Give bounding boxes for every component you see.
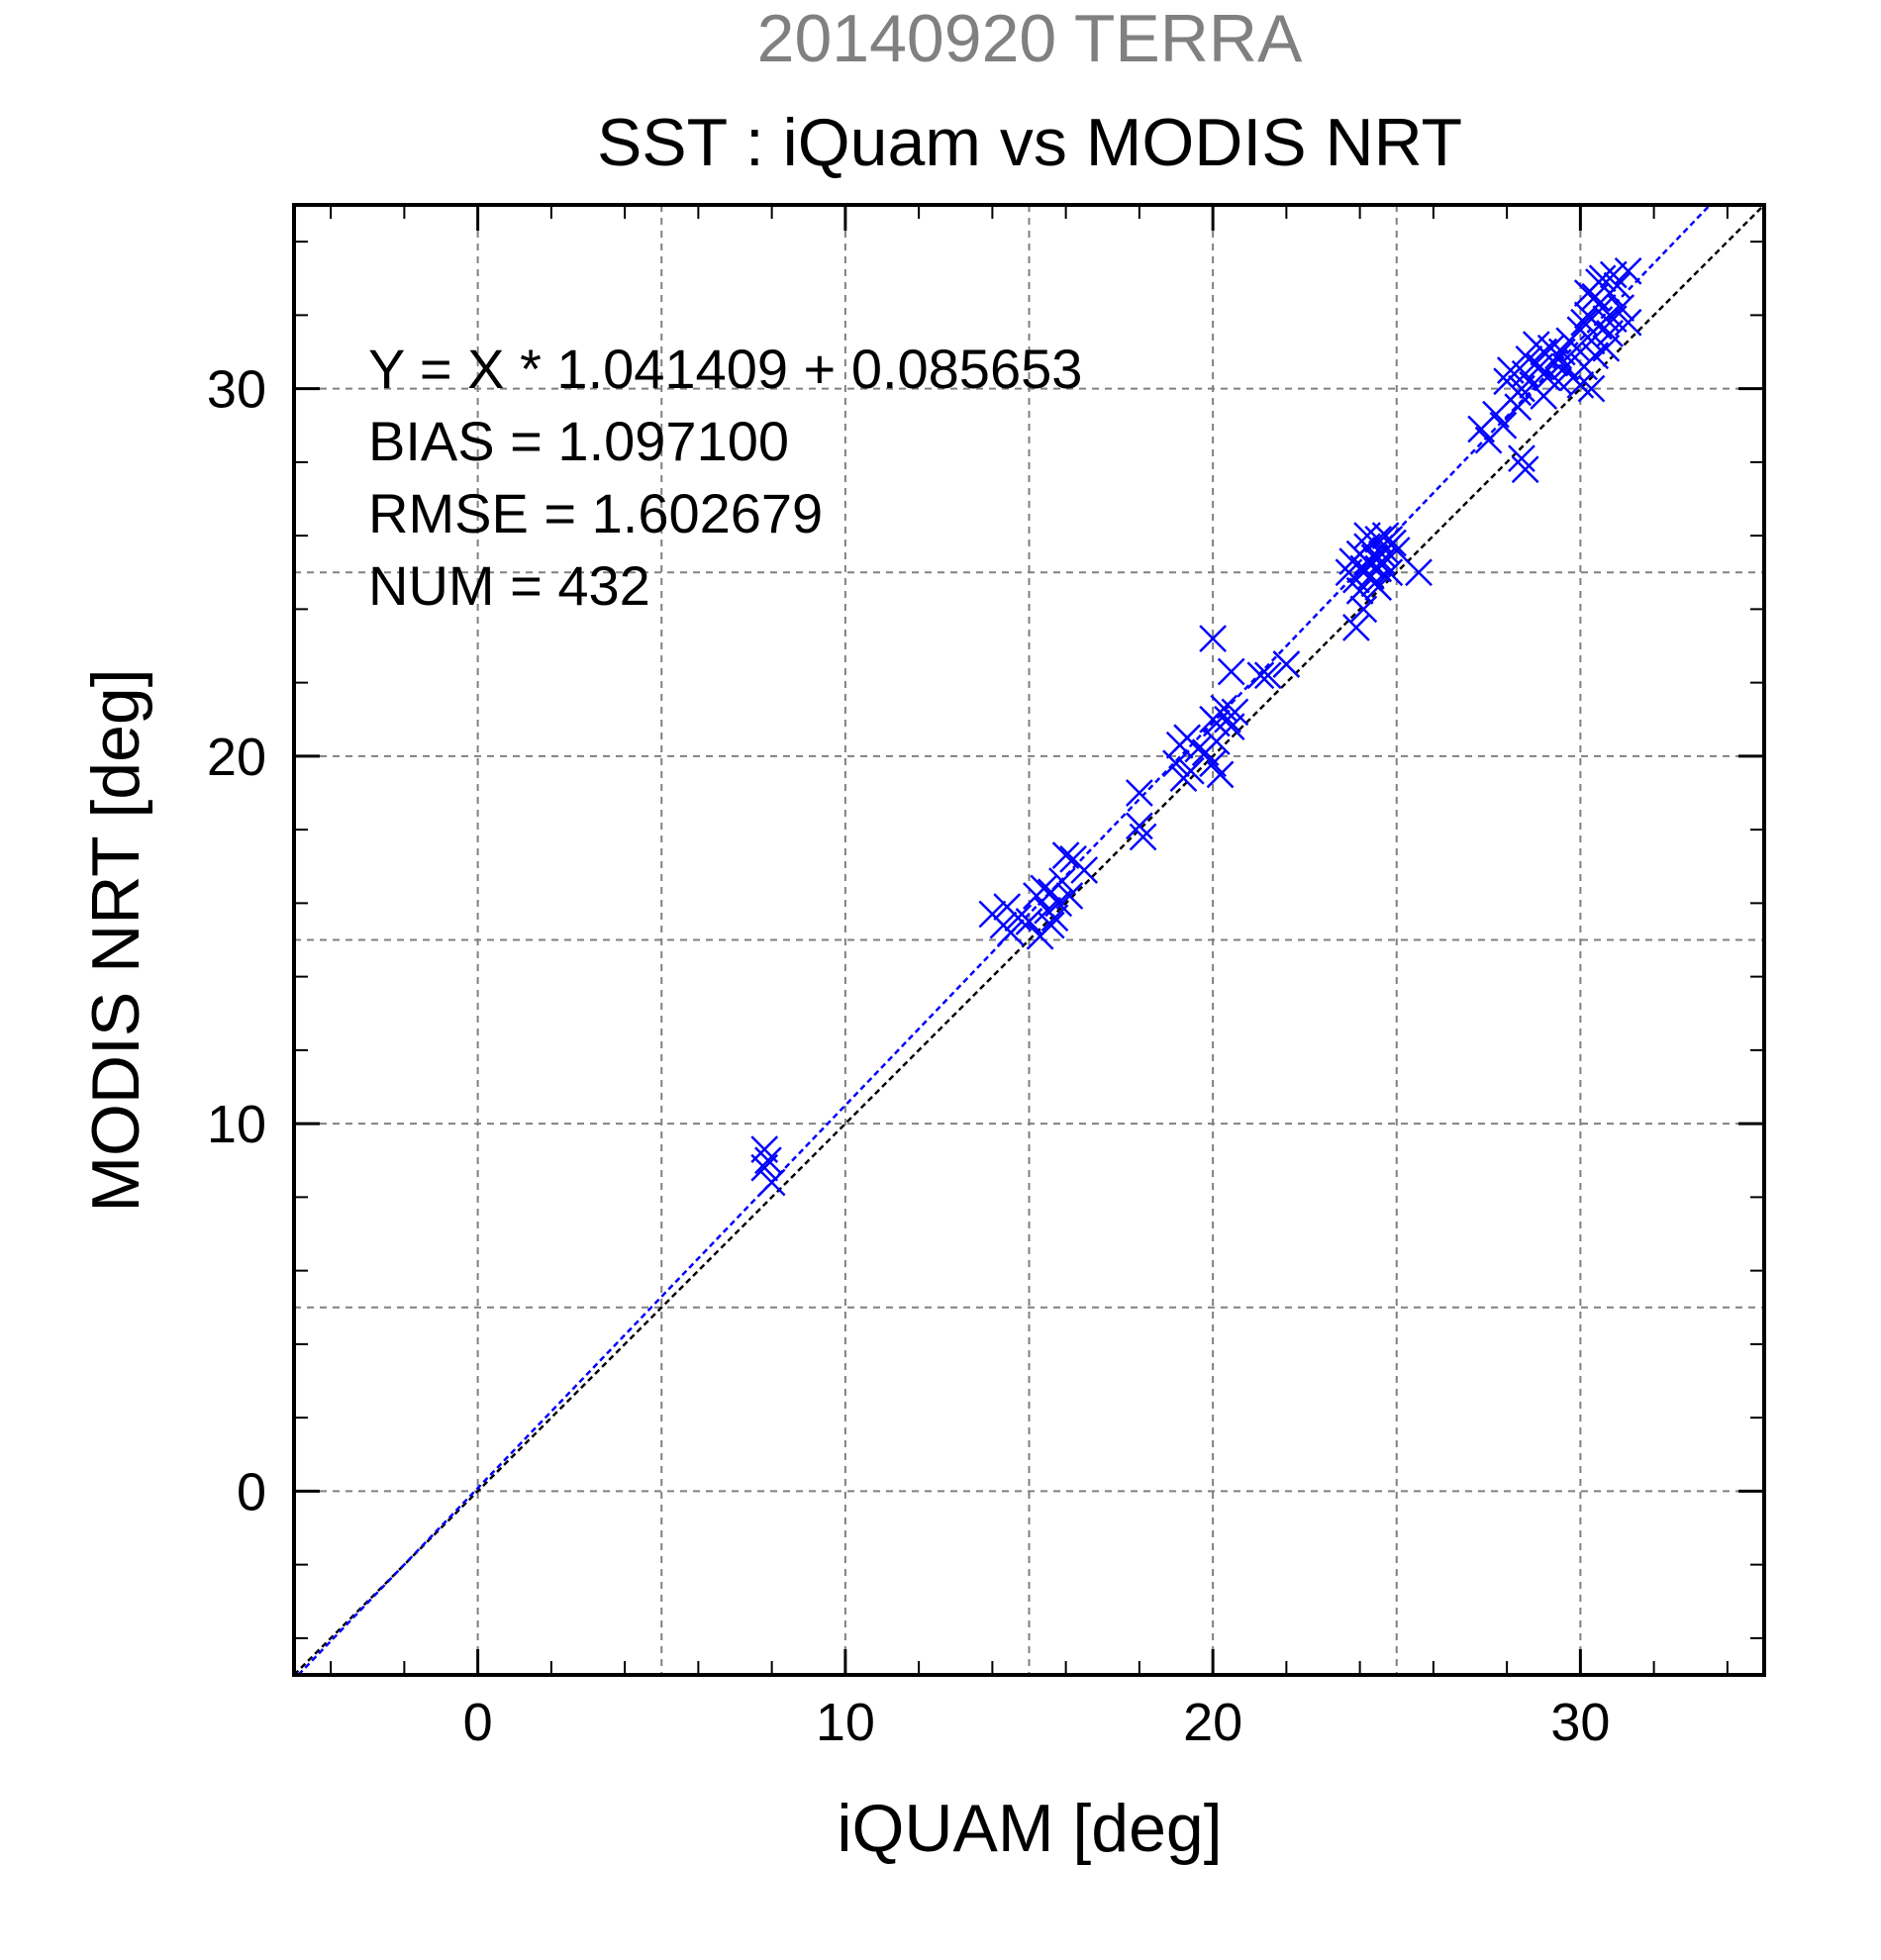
x-axis-label: iQUAM [deg] bbox=[837, 1791, 1222, 1866]
y-tick-label: 0 bbox=[237, 1462, 266, 1521]
data-point bbox=[1508, 444, 1535, 473]
data-point bbox=[1040, 904, 1069, 932]
y-tick-label: 30 bbox=[207, 360, 266, 420]
data-point bbox=[1199, 625, 1228, 652]
data-point bbox=[1037, 911, 1065, 939]
data-point bbox=[1345, 576, 1374, 605]
grid-lines bbox=[294, 205, 1764, 1675]
data-point bbox=[1246, 661, 1275, 690]
data-point bbox=[1375, 525, 1404, 553]
identity-line bbox=[293, 204, 1765, 1676]
data-point bbox=[997, 919, 1025, 946]
data-point bbox=[1588, 264, 1617, 293]
data-point bbox=[1375, 558, 1404, 587]
data-point bbox=[1210, 694, 1238, 723]
data-point bbox=[1169, 764, 1198, 793]
data-point bbox=[1534, 363, 1561, 392]
x-tick-label: 30 bbox=[1550, 1693, 1610, 1752]
data-point bbox=[1125, 779, 1153, 807]
data-points bbox=[750, 256, 1642, 1197]
data-point bbox=[1504, 393, 1533, 422]
data-point bbox=[1614, 256, 1642, 285]
data-point bbox=[1562, 334, 1591, 362]
data-point bbox=[1592, 305, 1621, 333]
data-point bbox=[1511, 455, 1539, 484]
data-point bbox=[1129, 823, 1157, 851]
data-point bbox=[1489, 411, 1518, 440]
data-point bbox=[1544, 367, 1572, 396]
y-axis-label: MODIS NRT [deg] bbox=[78, 668, 153, 1212]
x-tick-label: 20 bbox=[1183, 1693, 1242, 1752]
data-point bbox=[1070, 856, 1099, 884]
data-point bbox=[1364, 554, 1393, 583]
stats-equation: Y = X * 1.041409 + 0.085653 bbox=[368, 338, 1082, 400]
data-point bbox=[1253, 661, 1282, 690]
tick-labels: 0 10 20 30 0 10 20 30 bbox=[207, 360, 1610, 1752]
data-point bbox=[1349, 595, 1378, 624]
data-point bbox=[993, 893, 1022, 921]
date-title: 20140920 TERRA bbox=[757, 1, 1303, 76]
data-point bbox=[1051, 841, 1080, 869]
data-point bbox=[754, 1146, 782, 1175]
chart-title: SST : iQuam vs MODIS NRT bbox=[597, 105, 1462, 180]
plot-frame bbox=[292, 203, 1766, 1677]
x-tick-label: 0 bbox=[463, 1693, 493, 1752]
data-point bbox=[1202, 709, 1231, 737]
data-point bbox=[750, 1153, 779, 1182]
data-point bbox=[1048, 867, 1076, 895]
reference-lines bbox=[293, 204, 1765, 1676]
stats-rmse: RMSE = 1.602679 bbox=[368, 482, 823, 544]
x-tick-label: 10 bbox=[816, 1693, 875, 1752]
data-point bbox=[1405, 558, 1433, 587]
data-point bbox=[1055, 882, 1084, 910]
stats-box: Y = X * 1.041409 + 0.085653 BIAS = 1.097… bbox=[368, 338, 1082, 617]
data-point bbox=[1577, 374, 1606, 403]
y-tick-label: 20 bbox=[207, 728, 266, 787]
data-point bbox=[1023, 882, 1050, 910]
data-point bbox=[1217, 657, 1245, 686]
axis-ticks bbox=[294, 205, 1764, 1675]
data-point bbox=[1162, 749, 1190, 778]
stats-bias: BIAS = 1.097100 bbox=[368, 410, 789, 472]
data-point bbox=[1570, 352, 1598, 381]
data-point bbox=[1607, 294, 1635, 322]
data-point bbox=[1221, 698, 1249, 727]
data-point bbox=[1342, 614, 1370, 641]
data-point bbox=[1125, 812, 1153, 840]
stats-num: NUM = 432 bbox=[368, 554, 650, 617]
data-point bbox=[1199, 749, 1228, 778]
fit-line bbox=[297, 204, 1712, 1676]
y-tick-label: 10 bbox=[207, 1095, 266, 1154]
data-point bbox=[1272, 650, 1301, 678]
